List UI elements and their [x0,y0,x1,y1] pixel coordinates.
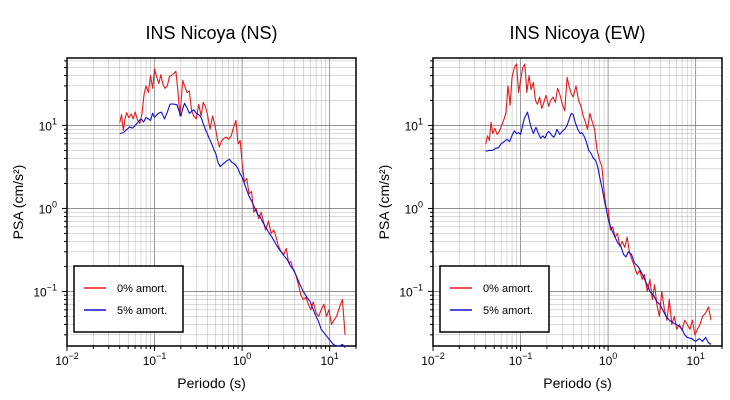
tick-marks [62,60,357,351]
y-tick-label-base: 10 [399,285,413,299]
y-tick-label: 10−1 [399,282,423,299]
x-tick-label-base: 10 [233,354,247,368]
plot-frame [66,57,357,347]
x-tick-label-exponent: 0 [612,351,617,361]
y-tick-label-exponent: 1 [52,116,57,126]
y-tick-label: 10−1 [33,282,57,299]
y-tick-label: 100 [405,199,423,216]
y-tick-label-base: 10 [405,119,419,133]
y-tick-label-base: 10 [405,202,419,216]
plot-frame [432,57,723,347]
y-tick-label-exponent: 0 [52,199,57,209]
x-tick-label-exponent: −1 [522,351,532,361]
x-tick-label-exponent: −2 [435,351,445,361]
legend-box [439,265,550,333]
legend-label: 0% amort. [117,283,167,295]
x-tick-label: 100 [233,351,251,368]
x-tick-label: 10−2 [55,351,79,368]
x-tick-label-base: 10 [55,354,69,368]
legend-label: 5% amort. [117,305,167,317]
legend-box [73,265,184,333]
series-line-damped [485,111,712,345]
x-tick-label-base: 10 [599,354,613,368]
x-axis-label: Periodo (s) [177,375,245,391]
x-tick-label: 10−1 [509,351,533,368]
series-line-damped [119,102,346,349]
x-tick-label-base: 10 [509,354,523,368]
y-tick-label-base: 10 [33,285,47,299]
x-tick-label: 100 [599,351,617,368]
y-tick-label-exponent: 0 [418,199,423,209]
legend-label: 5% amort. [483,305,533,317]
y-tick-label-exponent: 1 [418,116,423,126]
x-tick-label: 101 [320,351,338,368]
chart-title: INS Nicoya (EW) [509,23,645,43]
chart-title: INS Nicoya (NS) [145,23,277,43]
legend: 0% amort. 5% amort. [73,265,184,333]
y-tick-label-base: 10 [39,119,53,133]
x-tick-label-base: 10 [421,354,435,368]
legend-label: 0% amort. [483,283,533,295]
legend: 0% amort. 5% amort. [439,265,550,333]
y-tick-label: 101 [405,116,423,133]
x-tick-label-base: 10 [320,354,334,368]
x-tick-label-exponent: 0 [246,351,251,361]
x-tick-label-base: 10 [686,354,700,368]
x-axis-label: Periodo (s) [543,375,611,391]
tick-marks [428,60,723,351]
x-tick-label-exponent: −1 [156,351,166,361]
y-tick-label: 100 [39,199,57,216]
series-line-undamped [119,68,346,335]
y-axis-label: PSA (cm/s²) [376,165,392,240]
x-tick-label-exponent: −2 [69,351,79,361]
x-tick-label-exponent: 1 [334,351,339,361]
y-axis-label: PSA (cm/s²) [10,165,26,240]
y-tick-label: 101 [39,116,57,133]
x-tick-label: 10−2 [421,351,445,368]
y-tick-label-base: 10 [39,202,53,216]
x-tick-label-exponent: 1 [700,351,705,361]
x-tick-label: 10−1 [143,351,167,368]
x-tick-label: 101 [686,351,704,368]
series-line-undamped [485,63,712,336]
x-tick-label-base: 10 [143,354,157,368]
y-tick-label-exponent: −1 [47,282,57,292]
y-tick-label-exponent: −1 [413,282,423,292]
